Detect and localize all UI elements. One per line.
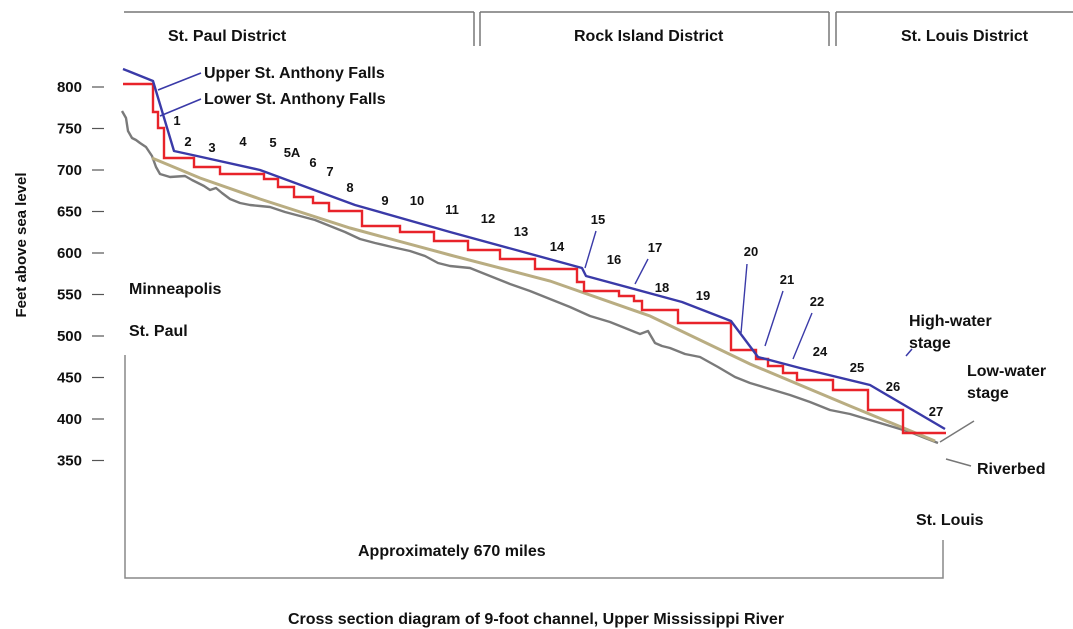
lock-label: 25 [850, 360, 864, 375]
y-axis-tick-labels: 800 750 700 650 600 550 500 450 400 350 [57, 79, 82, 470]
lock-label: 13 [514, 224, 528, 239]
lock-label: 18 [655, 280, 669, 295]
riverbed-leader [945, 458, 972, 467]
y-tick-500: 500 [57, 328, 82, 345]
lock-label: 5 [269, 135, 276, 150]
low-water-label-line2: stage [967, 385, 1009, 402]
pool-steps-line [123, 82, 946, 435]
lock-label: 20 [744, 244, 758, 259]
lock-label: 5A [284, 145, 301, 160]
lock-label: 12 [481, 211, 495, 226]
distance-bracket [124, 355, 944, 579]
y-tick-400: 400 [57, 411, 82, 428]
lock-label: 16 [607, 252, 621, 267]
district-brackets [124, 11, 1073, 46]
high-water-label-line1: High-water [909, 313, 992, 330]
y-axis-label: Feet above sea level [13, 172, 30, 317]
y-axis [92, 86, 104, 462]
low-water-label-line1: Low-water [967, 363, 1046, 380]
lock-label: 10 [410, 193, 424, 208]
lock-labels: 1 2 3 4 5 5A 6 7 8 9 10 11 12 13 14 15 1… [173, 113, 943, 419]
lock-label: 3 [208, 140, 215, 155]
high-water-stage-line [122, 67, 946, 431]
lock-label: 21 [780, 272, 794, 287]
y-tick-800: 800 [57, 79, 82, 96]
district-label-st-paul: St. Paul District [168, 28, 287, 45]
lock-leader-lines [584, 230, 813, 360]
lock-label: 7 [326, 164, 333, 179]
place-st-louis: St. Louis [916, 512, 984, 529]
lock-label: 2 [184, 134, 191, 149]
high-water-label-line2: stage [909, 335, 951, 352]
y-tick-550: 550 [57, 287, 82, 304]
lock-label: 17 [648, 240, 662, 255]
y-tick-450: 450 [57, 370, 82, 387]
place-st-paul: St. Paul [129, 323, 188, 340]
lock-label: 4 [239, 134, 247, 149]
lock-label: 11 [445, 202, 459, 217]
riverbed-label: Riverbed [977, 461, 1045, 478]
lock-label: 27 [929, 404, 943, 419]
falls-leader-lines [157, 72, 202, 117]
lock-label: 24 [813, 344, 828, 359]
distance-label: Approximately 670 miles [358, 543, 546, 560]
lock-label: 26 [886, 379, 900, 394]
high-water-leader [905, 348, 913, 357]
lock-label: 19 [696, 288, 710, 303]
lock-label: 1 [173, 113, 180, 128]
low-water-leader [939, 420, 975, 443]
lower-falls-label: Lower St. Anthony Falls [204, 91, 386, 108]
district-label-st-louis: St. Louis District [901, 28, 1029, 45]
figure-caption: Cross section diagram of 9-foot channel,… [288, 611, 784, 628]
district-label-rock-island: Rock Island District [574, 28, 724, 45]
y-tick-600: 600 [57, 245, 82, 262]
lock-label: 14 [550, 239, 565, 254]
upper-falls-label: Upper St. Anthony Falls [204, 65, 385, 82]
lock-label: 6 [309, 155, 316, 170]
riverbed-line [120, 110, 939, 445]
y-tick-750: 750 [57, 121, 82, 138]
y-tick-350: 350 [57, 453, 82, 470]
lock-label: 8 [346, 180, 353, 195]
lock-label: 9 [381, 193, 388, 208]
lock-label: 22 [810, 294, 824, 309]
y-tick-650: 650 [57, 204, 82, 221]
lock-label: 15 [591, 212, 605, 227]
y-tick-700: 700 [57, 162, 82, 179]
low-water-stage-line [151, 156, 936, 443]
place-minneapolis: Minneapolis [129, 281, 222, 298]
